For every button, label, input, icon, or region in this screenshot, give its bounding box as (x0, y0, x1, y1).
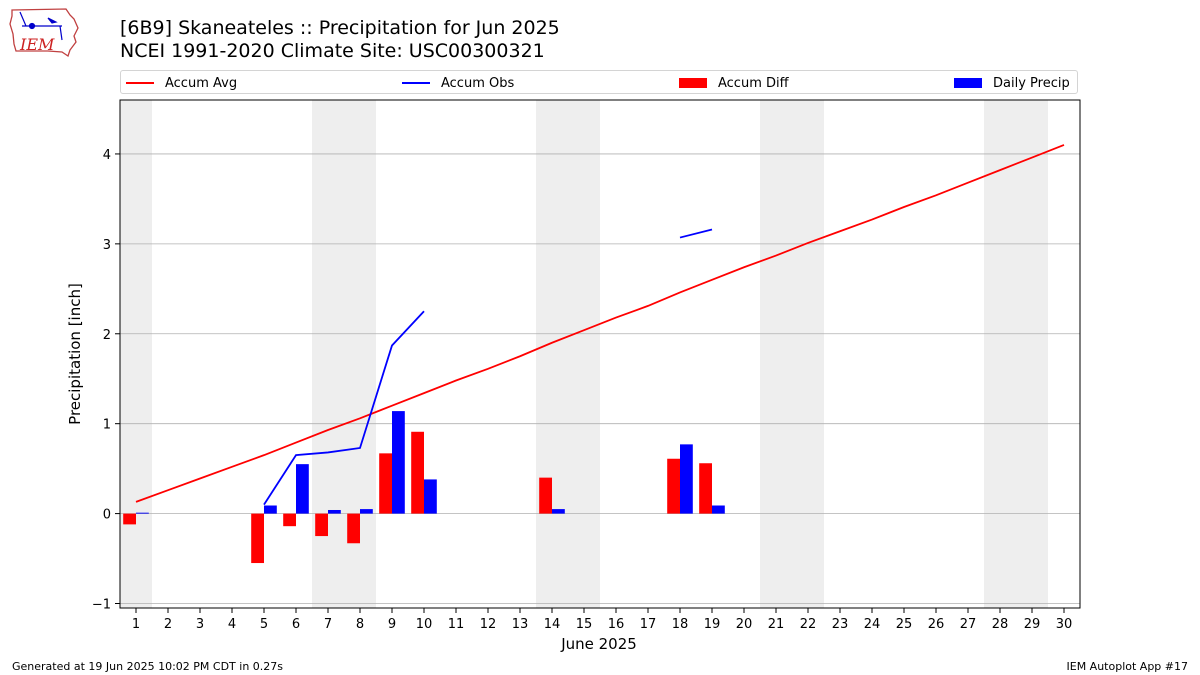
x-tick-label: 14 (544, 617, 561, 632)
x-tick-label: 30 (1056, 617, 1073, 632)
accum-obs-line (263, 310, 425, 506)
x-tick-label: 29 (1024, 617, 1041, 632)
x-tick-label: 18 (672, 617, 689, 632)
accum-diff-bar (315, 513, 328, 537)
x-tick-label: 13 (512, 617, 529, 632)
x-tick-label: 27 (960, 617, 977, 632)
daily-precip-bar (264, 505, 277, 514)
chart-title: [6B9] Skaneateles :: Precipitation for J… (120, 17, 560, 39)
accum-obs-line (679, 228, 713, 239)
legend-swatch-accum-obs (402, 82, 430, 84)
iem-logo: IEM (9, 8, 79, 58)
x-axis-label: June 2025 (560, 635, 637, 653)
accum-avg-line (135, 144, 1065, 503)
generated-timestamp: Generated at 19 Jun 2025 10:02 PM CDT in… (12, 660, 284, 673)
daily-precip-bar (296, 464, 309, 514)
accum-diff-bar (123, 513, 136, 525)
x-tick-label: 9 (388, 617, 396, 632)
x-tick-label: 25 (896, 617, 913, 632)
legend-item-daily-precip: Daily Precip (954, 71, 1070, 95)
daily-precip-bar (552, 509, 565, 514)
logo-text: IEM (19, 35, 55, 54)
x-tick-label: 11 (448, 617, 465, 632)
x-tick-label: 3 (196, 617, 204, 632)
weekend-band (984, 100, 1048, 608)
iowa-outline (9, 8, 79, 58)
x-tick-label: 21 (768, 617, 785, 632)
x-tick-label: 4 (228, 617, 236, 632)
y-tick-label: 2 (103, 328, 111, 343)
daily-precip-bar (136, 512, 149, 514)
x-tick-label: 24 (864, 617, 881, 632)
weekend-band (760, 100, 824, 608)
x-tick-label: 6 (292, 617, 300, 632)
x-tick-label: 22 (800, 617, 817, 632)
legend-label-accum-avg: Accum Avg (165, 75, 238, 91)
x-tick-label: 20 (736, 617, 753, 632)
daily-precip-bar (392, 411, 405, 514)
daily-precip-bar (424, 479, 437, 514)
legend-swatch-daily-precip (954, 78, 982, 88)
x-tick-label: 5 (260, 617, 268, 632)
gridlines (120, 153, 1080, 604)
weather-instrument-icon (19, 11, 63, 41)
line-marks (135, 144, 1065, 506)
x-tick-label: 2 (164, 617, 172, 632)
y-axis: −1 0 1 2 3 4 (92, 148, 120, 613)
x-tick-label: 17 (640, 617, 657, 632)
accum-diff-bar (539, 477, 552, 514)
x-tick-label: 12 (480, 617, 497, 632)
accum-diff-bar (667, 458, 680, 514)
y-tick-label: 4 (103, 148, 111, 163)
legend-item-accum-avg: Accum Avg (126, 71, 237, 95)
daily-precip-bar (712, 505, 725, 514)
x-tick-label: 26 (928, 617, 945, 632)
weekend-band (120, 100, 152, 608)
x-tick-label: 7 (324, 617, 332, 632)
accum-diff-bar (283, 513, 296, 527)
accum-diff-bar (347, 513, 360, 544)
accum-diff-bar (251, 513, 264, 564)
weekend-bands (120, 100, 1048, 608)
x-tick-label: 15 (576, 617, 593, 632)
legend-label-accum-obs: Accum Obs (441, 75, 515, 91)
legend-label-daily-precip: Daily Precip (993, 75, 1070, 91)
plot-frame (119, 99, 1081, 609)
x-tick-label: 28 (992, 617, 1009, 632)
x-axis: 1 2 3 4 5 6 7 8 9 10 11 12 13 14 15 16 17 18 19 20 21 22 23 24 2… (132, 608, 1072, 632)
y-axis-label: Precipitation [inch] (66, 283, 84, 425)
x-tick-label: 10 (416, 617, 433, 632)
y-tick-label: −1 (92, 598, 111, 613)
legend-item-accum-diff: Accum Diff (679, 71, 789, 95)
legend-swatch-accum-diff (679, 78, 707, 88)
x-tick-label: 8 (356, 617, 364, 632)
x-tick-label: 23 (832, 617, 849, 632)
chart-subtitle: NCEI 1991-2020 Climate Site: USC00300321 (120, 40, 545, 62)
daily-precip-bar (360, 509, 373, 514)
x-tick-label: 16 (608, 617, 625, 632)
daily-precip-bar (328, 509, 341, 514)
app-label: IEM Autoplot App #17 (1066, 660, 1189, 673)
legend-item-accum-obs: Accum Obs (402, 71, 514, 95)
y-tick-label: 1 (103, 418, 111, 433)
x-tick-label: 1 (132, 617, 140, 632)
accum-diff-bar (411, 431, 424, 514)
legend-swatch-accum-avg (126, 82, 154, 84)
accum-diff-bar (379, 453, 392, 514)
legend-label-accum-diff: Accum Diff (718, 75, 789, 91)
y-tick-label: 0 (103, 508, 111, 523)
legend: Accum Avg Accum Obs Accum Diff Daily Pre… (120, 70, 1078, 94)
accum-diff-bar (699, 463, 712, 514)
bar-marks (123, 411, 725, 564)
weekend-band (536, 100, 600, 608)
x-tick-label: 19 (704, 617, 721, 632)
daily-precip-bar (680, 444, 693, 514)
y-tick-label: 3 (103, 238, 111, 253)
